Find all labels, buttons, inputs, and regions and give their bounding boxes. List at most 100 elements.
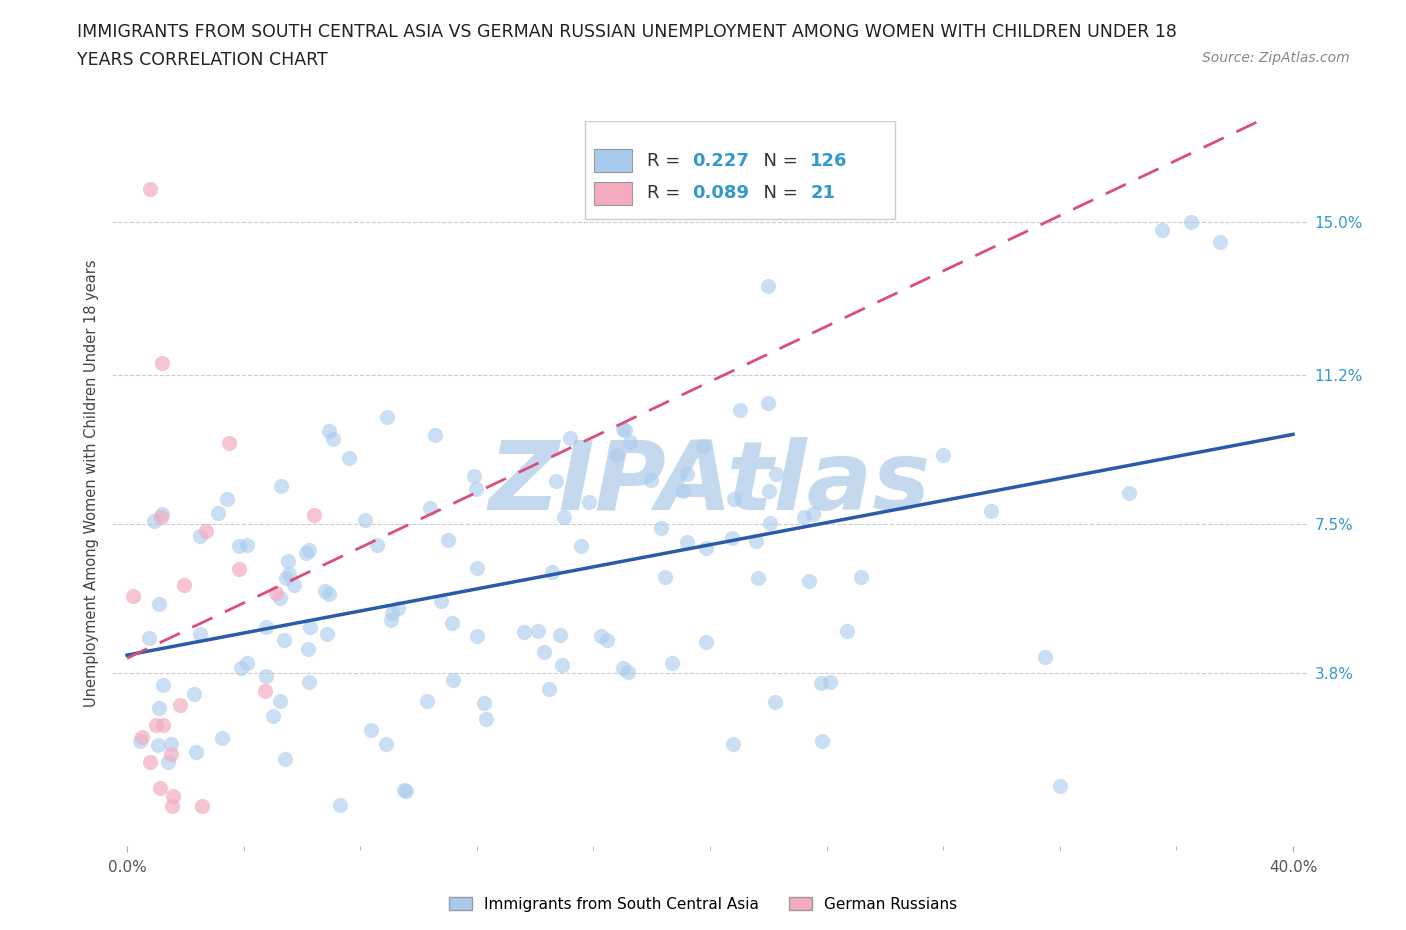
Point <box>152 678 174 693</box>
Point <box>148 596 170 611</box>
Point <box>146 737 169 752</box>
Point <box>818 675 841 690</box>
Point <box>262 709 284 724</box>
Point <box>596 633 619 648</box>
Point <box>551 658 574 673</box>
Point <box>143 514 166 529</box>
Point <box>474 711 496 726</box>
Point <box>387 601 409 616</box>
Text: R =: R = <box>647 184 686 203</box>
Y-axis label: Unemployment Among Women with Children Under 18 years: Unemployment Among Women with Children U… <box>84 259 100 708</box>
Point <box>614 423 637 438</box>
FancyBboxPatch shape <box>595 149 633 172</box>
Point <box>207 506 229 521</box>
Point <box>381 605 404 620</box>
Point <box>619 434 641 449</box>
Point <box>661 655 683 670</box>
Point <box>612 660 634 675</box>
FancyBboxPatch shape <box>585 121 896 219</box>
Point <box>617 665 640 680</box>
FancyBboxPatch shape <box>595 182 633 205</box>
Point <box>183 686 205 701</box>
Point <box>640 472 662 487</box>
Point <box>538 682 561 697</box>
Point <box>569 538 592 553</box>
Point <box>472 696 495 711</box>
Text: N =: N = <box>752 184 803 203</box>
Point <box>759 516 782 531</box>
Text: N =: N = <box>752 152 803 170</box>
Point <box>218 436 240 451</box>
Point <box>366 538 388 552</box>
Point <box>375 409 398 424</box>
Point <box>277 553 299 568</box>
Point <box>264 585 287 600</box>
Point <box>318 424 340 439</box>
Point <box>150 507 173 522</box>
Point <box>437 533 460 548</box>
Point <box>533 644 555 659</box>
Point <box>758 484 780 498</box>
Point <box>184 744 207 759</box>
Point <box>429 593 451 608</box>
Point <box>354 512 377 527</box>
Point <box>756 278 779 293</box>
Point <box>318 587 340 602</box>
Point <box>298 543 321 558</box>
Point <box>139 182 162 197</box>
Point <box>747 571 769 586</box>
Point <box>527 624 550 639</box>
Point <box>190 529 212 544</box>
Point <box>254 669 277 684</box>
Point <box>122 589 145 604</box>
Point <box>298 675 321 690</box>
Point <box>464 481 486 496</box>
Point <box>152 718 174 733</box>
Point <box>589 628 612 643</box>
Point <box>463 469 485 484</box>
Point <box>375 737 398 751</box>
Point <box>723 492 745 507</box>
Point <box>160 737 183 751</box>
Point <box>128 734 150 749</box>
Point <box>1180 214 1202 229</box>
Text: ZIPAtlas: ZIPAtlas <box>489 437 931 530</box>
Point <box>692 438 714 453</box>
Point <box>793 510 815 525</box>
Point <box>441 672 464 687</box>
Point <box>512 624 534 639</box>
Point <box>721 531 744 546</box>
Point <box>1209 234 1232 249</box>
Point <box>188 627 211 642</box>
Point <box>465 561 488 576</box>
Point <box>728 403 751 418</box>
Point <box>441 616 464 631</box>
Point <box>217 491 239 506</box>
Point <box>273 632 295 647</box>
Point <box>276 571 298 586</box>
Point <box>191 799 214 814</box>
Point <box>298 620 321 635</box>
Point <box>228 539 250 554</box>
Point <box>540 565 562 579</box>
Point <box>314 584 336 599</box>
Point <box>676 535 699 550</box>
Point <box>274 751 297 766</box>
Point <box>150 355 173 370</box>
Point <box>1150 222 1173 237</box>
Point <box>672 484 695 498</box>
Point <box>228 562 250 577</box>
Point <box>423 428 446 443</box>
Point <box>465 629 488 644</box>
Point <box>269 591 291 605</box>
Point <box>173 578 195 592</box>
Point <box>612 421 634 436</box>
Text: 21: 21 <box>810 184 835 203</box>
Text: 126: 126 <box>810 152 848 170</box>
Point <box>419 501 441 516</box>
Text: IMMIGRANTS FROM SOUTH CENTRAL ASIA VS GERMAN RUSSIAN UNEMPLOYMENT AMONG WOMEN WI: IMMIGRANTS FROM SOUTH CENTRAL ASIA VS GE… <box>77 23 1177 41</box>
Point <box>148 701 170 716</box>
Point <box>654 570 676 585</box>
Point <box>801 507 824 522</box>
Point <box>765 467 787 482</box>
